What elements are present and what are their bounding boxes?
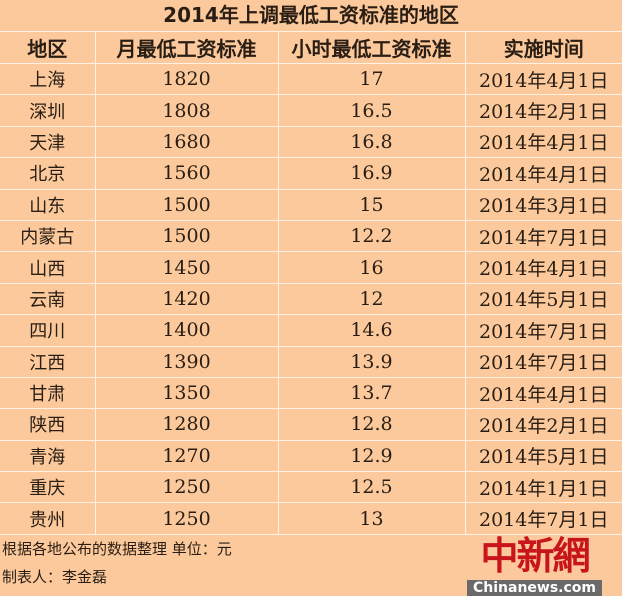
hourly-wage-cell: 12.8 xyxy=(277,408,466,441)
region-cell: 天津 xyxy=(0,125,96,159)
monthly-wage-cell: 1808 xyxy=(94,94,279,127)
monthly-wage-cell: 1250 xyxy=(94,471,279,504)
table-row: 内蒙古 1500 12.2 2014年7月1日 xyxy=(0,219,622,253)
region-cell: 山西 xyxy=(0,251,96,284)
table-row: 四川 1400 14.6 2014年7月1日 xyxy=(0,314,622,347)
hourly-wage-cell: 15 xyxy=(277,188,466,221)
region-cell: 江西 xyxy=(0,345,96,378)
region-cell: 云南 xyxy=(0,282,96,316)
author-note: 制表人：李金磊 xyxy=(2,568,108,586)
table-row: 贵州 1250 13 2014年7月1日 xyxy=(0,502,622,535)
hourly-wage-cell: 13.9 xyxy=(277,345,466,378)
hourly-wage-cell: 17 xyxy=(277,62,466,96)
logo-cn: 中新網 xyxy=(480,533,590,578)
table-row: 重庆 1250 12.5 2014年1月1日 xyxy=(0,471,622,504)
hourly-wage-cell: 14.6 xyxy=(277,314,466,347)
region-cell: 陕西 xyxy=(0,408,96,441)
hourly-wage-cell: 12.5 xyxy=(277,471,466,504)
table-row: 北京 1560 16.9 2014年4月1日 xyxy=(0,157,622,190)
column-header: 地区 xyxy=(0,31,96,64)
effective-date-cell: 2014年7月1日 xyxy=(464,502,622,535)
table-row: 上海 1820 17 2014年4月1日 xyxy=(0,62,622,96)
column-header: 实施时间 xyxy=(464,31,622,64)
region-cell: 山东 xyxy=(0,188,96,221)
hourly-wage-cell: 12.9 xyxy=(277,439,466,473)
table-title: 2014年上调最低工资标准的地区 xyxy=(0,0,622,32)
column-header: 小时最低工资标准 xyxy=(277,31,466,64)
table-row: 江西 1390 13.9 2014年7月1日 xyxy=(0,345,622,378)
effective-date-cell: 2014年4月1日 xyxy=(464,376,622,410)
region-cell: 内蒙古 xyxy=(0,219,96,253)
monthly-wage-cell: 1820 xyxy=(94,62,279,96)
table-row: 青海 1270 12.9 2014年5月1日 xyxy=(0,439,622,473)
table-row: 云南 1420 12 2014年5月1日 xyxy=(0,282,622,316)
column-header: 月最低工资标准 xyxy=(94,31,279,64)
region-cell: 北京 xyxy=(0,157,96,190)
effective-date-cell: 2014年2月1日 xyxy=(464,94,622,127)
monthly-wage-cell: 1250 xyxy=(94,502,279,535)
table-row: 陕西 1280 12.8 2014年2月1日 xyxy=(0,408,622,441)
effective-date-cell: 2014年4月1日 xyxy=(464,251,622,284)
monthly-wage-cell: 1560 xyxy=(94,157,279,190)
monthly-wage-cell: 1350 xyxy=(94,376,279,410)
table-row: 山西 1450 16 2014年4月1日 xyxy=(0,251,622,284)
monthly-wage-cell: 1400 xyxy=(94,314,279,347)
hourly-wage-cell: 16.8 xyxy=(277,125,466,159)
effective-date-cell: 2014年5月1日 xyxy=(464,282,622,316)
effective-date-cell: 2014年5月1日 xyxy=(464,439,622,473)
hourly-wage-cell: 13.7 xyxy=(277,376,466,410)
effective-date-cell: 2014年7月1日 xyxy=(464,314,622,347)
logo-en: Chinanews.com xyxy=(466,580,602,596)
hourly-wage-cell: 16.9 xyxy=(277,157,466,190)
region-cell: 重庆 xyxy=(0,471,96,504)
monthly-wage-cell: 1390 xyxy=(94,345,279,378)
effective-date-cell: 2014年1月1日 xyxy=(464,471,622,504)
table-row: 甘肃 1350 13.7 2014年4月1日 xyxy=(0,376,622,410)
effective-date-cell: 2014年4月1日 xyxy=(464,125,622,159)
monthly-wage-cell: 1500 xyxy=(94,188,279,221)
header-row: 地区 月最低工资标准 小时最低工资标准 实施时间 xyxy=(0,31,622,64)
effective-date-cell: 2014年7月1日 xyxy=(464,219,622,253)
effective-date-cell: 2014年3月1日 xyxy=(464,188,622,221)
chinanews-logo: 中新網 Chinanews.com xyxy=(466,525,602,596)
hourly-wage-cell: 13 xyxy=(277,502,466,535)
effective-date-cell: 2014年7月1日 xyxy=(464,345,622,378)
monthly-wage-cell: 1450 xyxy=(94,251,279,284)
region-cell: 贵州 xyxy=(0,502,96,535)
region-cell: 上海 xyxy=(0,62,96,96)
region-cell: 青海 xyxy=(0,439,96,473)
minimum-wage-table: 地区 月最低工资标准 小时最低工资标准 实施时间 上海 1820 17 2014年4月1日深… xyxy=(0,31,622,535)
table-row: 天津 1680 16.8 2014年4月1日 xyxy=(0,125,622,159)
hourly-wage-cell: 12.2 xyxy=(277,219,466,253)
monthly-wage-cell: 1500 xyxy=(94,219,279,253)
source-note: 根据各地公布的数据整理 单位：元 xyxy=(2,540,232,558)
region-cell: 四川 xyxy=(0,314,96,347)
monthly-wage-cell: 1420 xyxy=(94,282,279,316)
hourly-wage-cell: 12 xyxy=(277,282,466,316)
region-cell: 深圳 xyxy=(0,94,96,127)
effective-date-cell: 2014年4月1日 xyxy=(464,157,622,190)
effective-date-cell: 2014年4月1日 xyxy=(464,62,622,96)
table-row: 山东 1500 15 2014年3月1日 xyxy=(0,188,622,221)
monthly-wage-cell: 1680 xyxy=(94,125,279,159)
monthly-wage-cell: 1280 xyxy=(94,408,279,441)
hourly-wage-cell: 16.5 xyxy=(277,94,466,127)
region-cell: 甘肃 xyxy=(0,376,96,410)
effective-date-cell: 2014年2月1日 xyxy=(464,408,622,441)
monthly-wage-cell: 1270 xyxy=(94,439,279,473)
hourly-wage-cell: 16 xyxy=(277,251,466,284)
table-row: 深圳 1808 16.5 2014年2月1日 xyxy=(0,94,622,127)
